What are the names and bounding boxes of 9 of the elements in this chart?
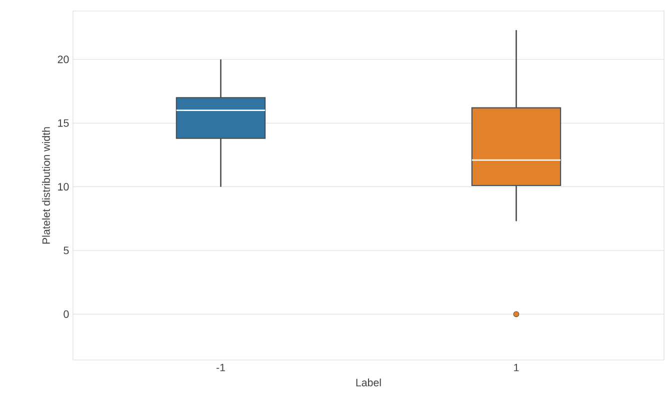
y-axis-title: Platelet distribution width — [42, 127, 50, 244]
x-axis-title: Label — [356, 378, 381, 386]
y-tick-label: 15 — [58, 119, 69, 127]
y-tick-label: 0 — [64, 310, 69, 318]
y-tick-label: 10 — [58, 183, 69, 191]
y-tick-label: 5 — [64, 246, 69, 254]
x-tick-label: -1 — [216, 364, 225, 372]
x-tick-label: 1 — [514, 364, 519, 372]
y-tick-label: 20 — [58, 56, 69, 64]
